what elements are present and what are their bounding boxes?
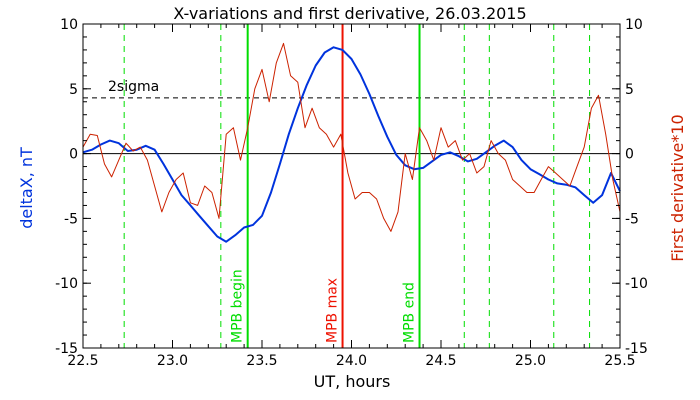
y-tick-label-left: 5 <box>69 82 78 98</box>
deltax-series-line <box>82 46 621 243</box>
x-tick-label: 24.5 <box>425 353 456 369</box>
marker-label-mpb-max: MPB max <box>325 278 341 343</box>
y-tick-label-left: -10 <box>55 276 78 292</box>
y-tick-label-left: -15 <box>55 341 78 357</box>
derivative-series-line <box>82 42 621 232</box>
y-tick-label-right: 5 <box>625 82 634 98</box>
y-tick-label-left: 0 <box>69 147 78 163</box>
y-tick-label-right: -5 <box>625 211 639 227</box>
y-axis-label-right: First derivative*10 <box>668 114 687 261</box>
y-tick-label-right: 10 <box>625 17 643 33</box>
plot-background <box>83 97 620 155</box>
y-axis-label-left: deltaX, nT <box>17 147 36 229</box>
vertical-markers: MPB begin MPB max MPB end <box>123 24 591 348</box>
x-tick-label: 23.0 <box>157 353 188 369</box>
x-axis-label: UT, hours <box>314 372 391 391</box>
tick-labels: 22.5 23.0 23.5 24.0 24.5 25.0 25.5 10 10 5 5 0 0 -5 -5… <box>55 17 648 369</box>
marker-label-mpb-end: MPB end <box>402 282 418 343</box>
sigma-label: 2sigma <box>108 79 159 95</box>
x-tick-label: 24.0 <box>336 353 367 369</box>
x-tick-label: 25.0 <box>515 353 546 369</box>
x-tick-label: 23.5 <box>246 353 277 369</box>
y-tick-label-left: -5 <box>64 211 78 227</box>
series-group <box>82 42 621 243</box>
marker-label-mpb-begin: MPB begin <box>230 269 246 343</box>
y-tick-label-right: 0 <box>625 147 634 163</box>
chart-title: X-variations and first derivative, 26.03… <box>173 4 526 23</box>
y-tick-label-right: -15 <box>625 341 648 357</box>
x-tick-label: 25.5 <box>604 353 635 369</box>
y-tick-label-left: 10 <box>60 17 78 33</box>
y-tick-label-right: -10 <box>625 276 648 292</box>
x-tick-label: 22.5 <box>67 353 98 369</box>
